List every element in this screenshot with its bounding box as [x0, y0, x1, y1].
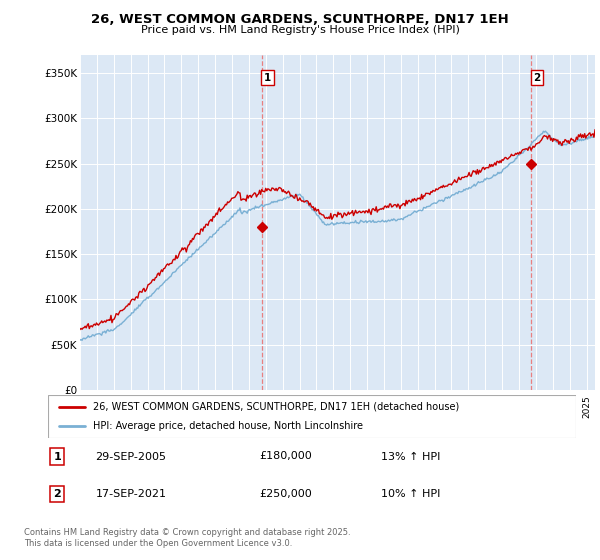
Text: HPI: Average price, detached house, North Lincolnshire: HPI: Average price, detached house, Nort…	[93, 421, 363, 431]
Text: 1: 1	[53, 451, 61, 461]
Text: 26, WEST COMMON GARDENS, SCUNTHORPE, DN17 1EH (detached house): 26, WEST COMMON GARDENS, SCUNTHORPE, DN1…	[93, 402, 459, 412]
Text: 29-SEP-2005: 29-SEP-2005	[95, 451, 167, 461]
FancyBboxPatch shape	[48, 395, 576, 438]
Text: 13% ↑ HPI: 13% ↑ HPI	[380, 451, 440, 461]
Text: 1: 1	[264, 73, 271, 83]
Text: 26, WEST COMMON GARDENS, SCUNTHORPE, DN17 1EH: 26, WEST COMMON GARDENS, SCUNTHORPE, DN1…	[91, 12, 509, 26]
Text: £180,000: £180,000	[259, 451, 312, 461]
Text: Contains HM Land Registry data © Crown copyright and database right 2025.
This d: Contains HM Land Registry data © Crown c…	[24, 528, 350, 548]
Text: 2: 2	[533, 73, 541, 83]
Text: Price paid vs. HM Land Registry's House Price Index (HPI): Price paid vs. HM Land Registry's House …	[140, 25, 460, 35]
Text: 17-SEP-2021: 17-SEP-2021	[95, 489, 167, 499]
Text: 2: 2	[53, 489, 61, 499]
Text: 10% ↑ HPI: 10% ↑ HPI	[380, 489, 440, 499]
Text: £250,000: £250,000	[259, 489, 312, 499]
